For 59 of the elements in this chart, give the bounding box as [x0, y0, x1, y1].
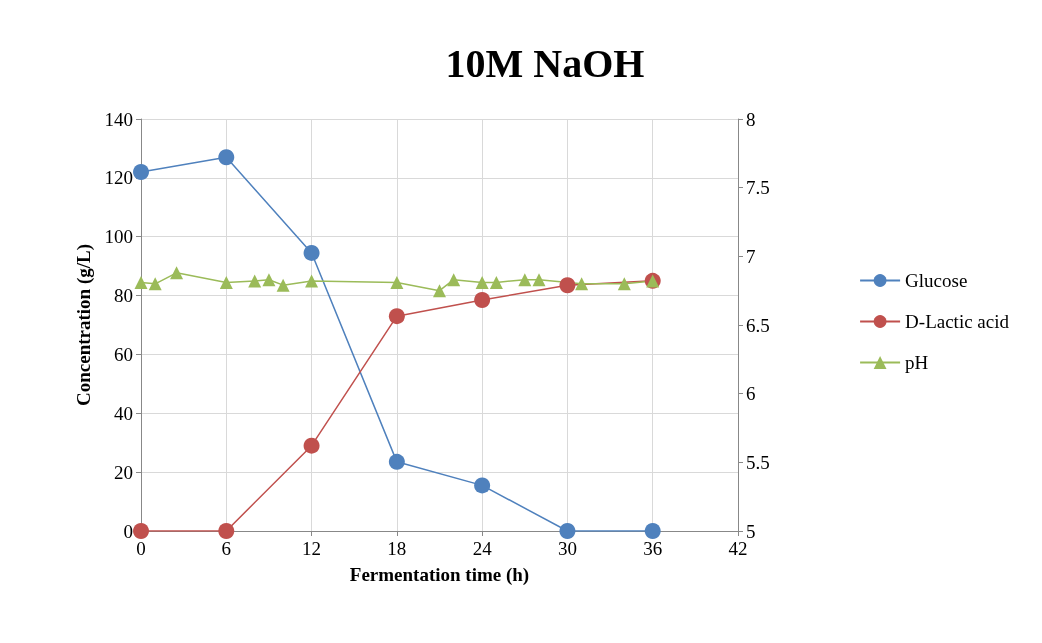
y2-tick-label: 7.5: [746, 177, 770, 199]
legend-label: pH: [905, 352, 929, 373]
x-tick-label: 42: [728, 538, 748, 559]
point: [133, 163, 149, 180]
point: [303, 437, 320, 454]
y-tick-label: 100: [104, 226, 133, 248]
point: [489, 275, 503, 289]
point: [218, 149, 235, 166]
point: [388, 308, 405, 325]
point: [170, 266, 184, 280]
y-tick-label: 140: [104, 108, 133, 130]
x-tick-label: 24: [472, 538, 493, 559]
point: [219, 275, 233, 289]
y2-tick-label: 5.5: [746, 451, 770, 473]
point: [148, 277, 162, 291]
point: [218, 523, 235, 539]
point: [559, 523, 576, 539]
point: [475, 275, 489, 289]
y-tick-label: 120: [104, 167, 133, 189]
legend-label: Glucose: [905, 270, 968, 291]
y2-tick-label: 5: [746, 520, 756, 542]
point: [303, 244, 320, 261]
point: [447, 273, 461, 287]
point: [276, 278, 290, 292]
point: [134, 275, 148, 289]
y-tick-label: 0: [123, 520, 133, 542]
y2-tick-label: 6: [746, 383, 756, 405]
point: [390, 275, 404, 289]
point: [518, 273, 532, 287]
point: [133, 523, 149, 539]
point: [474, 291, 491, 308]
point: [262, 273, 276, 287]
point: [474, 477, 491, 494]
chart-title: 10M NaOH: [445, 40, 645, 86]
y-axis-title: Concentration (g/L): [73, 243, 95, 407]
x-tick-label: 6: [221, 538, 232, 559]
y-tick-label: 80: [114, 285, 133, 307]
point: [532, 273, 546, 287]
point: [559, 277, 576, 294]
y-tick-label: 40: [114, 402, 133, 424]
point: [248, 274, 262, 288]
point: [617, 277, 631, 291]
x-tick-label: 30: [557, 538, 577, 559]
x-tick-label: 18: [387, 538, 407, 559]
point: [644, 523, 661, 539]
y-tick-label: 60: [114, 343, 133, 365]
point: [575, 277, 589, 291]
y-tick-label: 20: [114, 461, 133, 483]
point: [433, 284, 446, 298]
x-tick-label: 36: [643, 538, 663, 559]
y2-tick-label: 7: [746, 245, 756, 267]
point: [305, 274, 319, 288]
x-tick-label: 12: [302, 538, 322, 559]
point: [388, 453, 405, 470]
y2-tick-label: 8: [746, 108, 756, 130]
legend-label: D-Lactic acid: [905, 311, 1010, 332]
x-tick-label: 0: [136, 538, 146, 559]
y2-tick-label: 6.5: [746, 314, 770, 336]
x-axis-title: Fermentation time (h): [349, 564, 530, 586]
